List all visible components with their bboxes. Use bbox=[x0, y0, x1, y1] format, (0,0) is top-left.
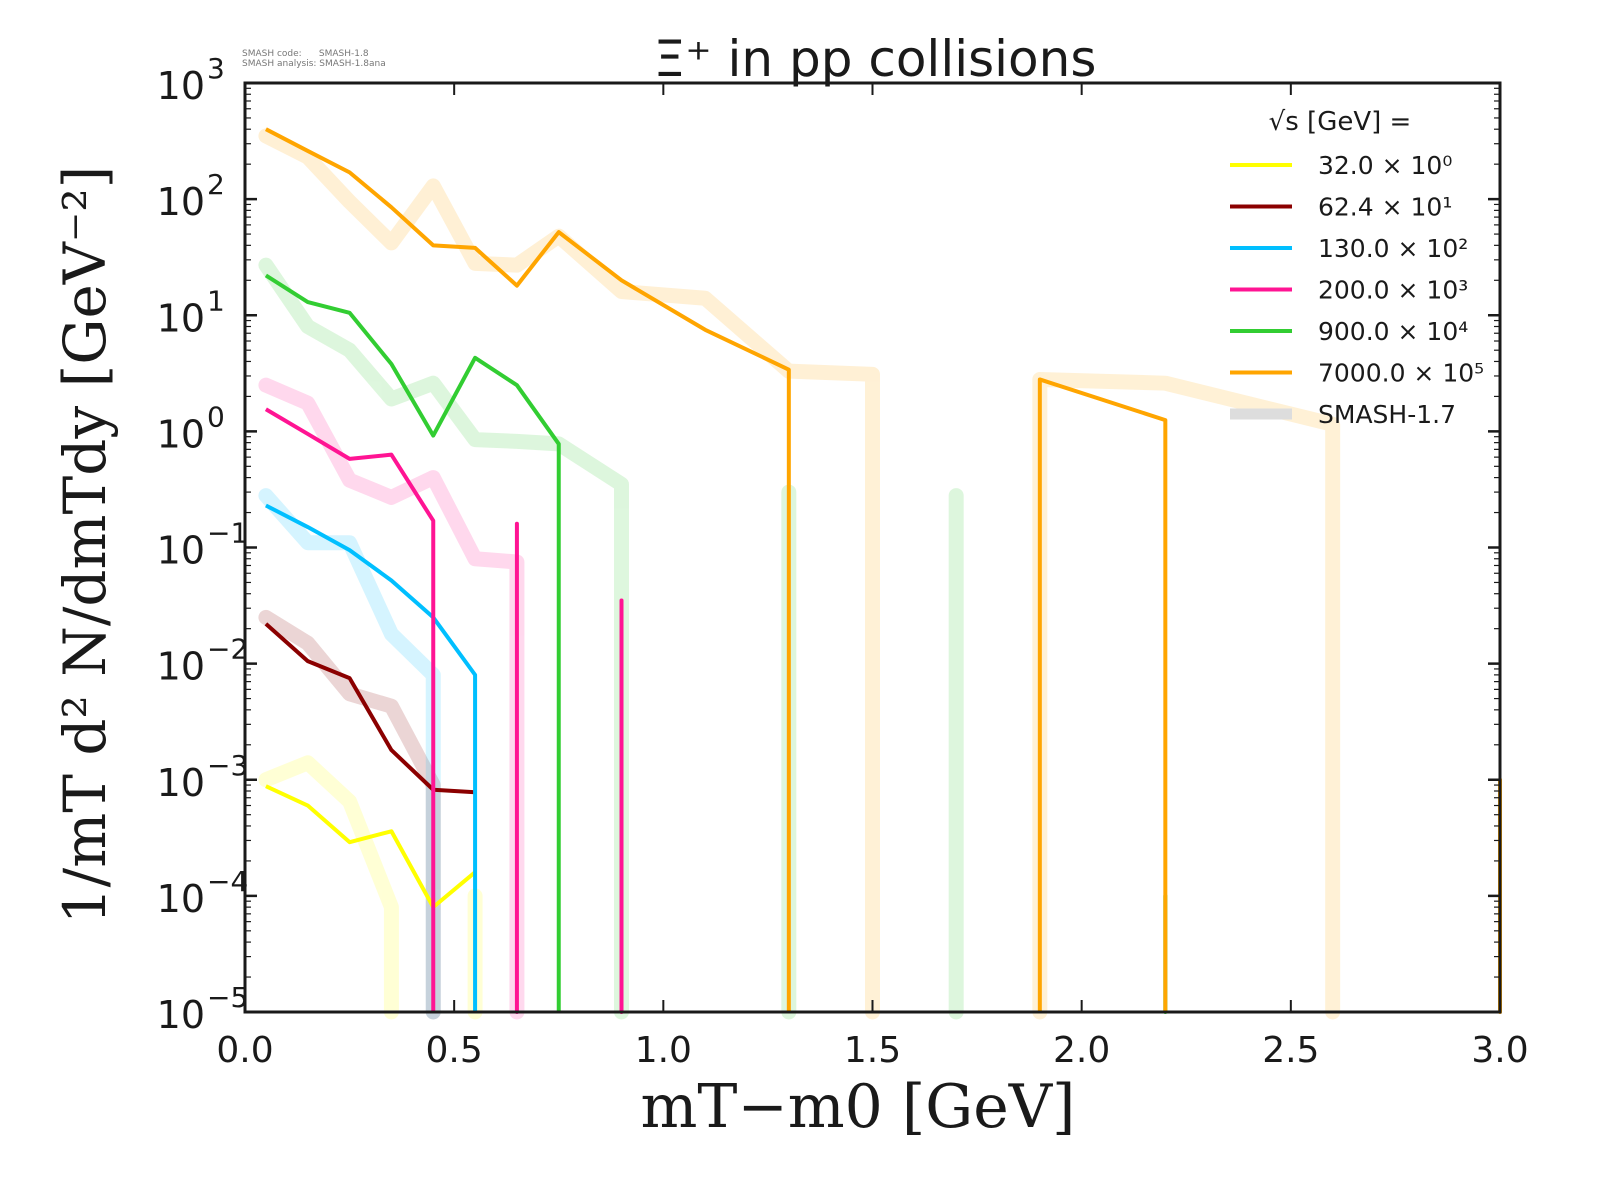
y-tick-exponent: −5 bbox=[207, 981, 248, 1014]
legend-label: 62.4 × 10¹ bbox=[1318, 193, 1452, 222]
x-tick-label: 0.0 bbox=[216, 1030, 273, 1071]
y-tick-label: 10 bbox=[157, 645, 205, 689]
smash-1-7-series-layer bbox=[258, 128, 1341, 1020]
x-tick-label: 0.5 bbox=[426, 1030, 483, 1071]
series-segment bbox=[1037, 377, 1168, 1012]
smash-code-line: SMASH code: SMASH-1.8 bbox=[242, 49, 369, 59]
y-tick-exponent: 2 bbox=[207, 168, 225, 201]
x-axis-label: mT−m0 [GeV] bbox=[641, 1072, 1076, 1142]
x-tick-label: 3.0 bbox=[1471, 1030, 1528, 1071]
series-line bbox=[265, 784, 477, 910]
y-tick-label: 10 bbox=[157, 529, 205, 573]
y-tick-label: 10 bbox=[157, 180, 205, 224]
series-line bbox=[258, 257, 629, 1020]
axis-ticks bbox=[244, 81, 1501, 1014]
series-line bbox=[264, 407, 436, 1012]
y-axis-label: 1/mT d² N/dmTdy [GeV⁻²] bbox=[51, 166, 119, 924]
x-tick-label: 2.0 bbox=[1053, 1030, 1110, 1071]
smash-version-note: SMASH code: SMASH-1.8 SMASH analysis: SM… bbox=[242, 49, 386, 69]
legend-label: 200.0 × 10³ bbox=[1318, 276, 1468, 305]
x-tick-label: 1.0 bbox=[635, 1030, 692, 1071]
y-tick-label: 10 bbox=[157, 761, 205, 805]
legend-label: 130.0 × 10² bbox=[1318, 234, 1468, 263]
y-tick-exponent: 1 bbox=[207, 284, 225, 317]
series-line bbox=[264, 127, 791, 1012]
series-line bbox=[258, 488, 441, 1020]
legend-label: 900.0 × 10⁴ bbox=[1318, 317, 1468, 346]
y-tick-label: 10 bbox=[157, 877, 205, 921]
series-segment bbox=[1032, 371, 1341, 1020]
y-tick-label: 10 bbox=[157, 64, 205, 108]
y-tick-exponent: 3 bbox=[207, 52, 225, 85]
smash-1-8-series-layer bbox=[264, 127, 1502, 1014]
series-line bbox=[258, 755, 399, 1020]
y-tick-exponent: −3 bbox=[207, 749, 248, 782]
legend-label: 32.0 × 10⁰ bbox=[1318, 151, 1452, 180]
y-tick-exponent: 0 bbox=[207, 400, 225, 433]
x-tick-labels: 0.0 0.5 1.0 1.5 2.0 2.5 3.0 bbox=[216, 1030, 1528, 1071]
series-ffa500 bbox=[264, 127, 1502, 1014]
y-tick-exponent: −1 bbox=[207, 517, 248, 550]
y-tick-label: 10 bbox=[157, 296, 205, 340]
chart-title: Ξ⁺ in pp collisions bbox=[654, 30, 1097, 88]
x-tick-label: 2.5 bbox=[1262, 1030, 1319, 1071]
y-tick-exponent: −4 bbox=[207, 865, 248, 898]
y-tick-label: 10 bbox=[157, 993, 205, 1037]
series-line bbox=[264, 622, 476, 795]
y-tick-label: 10 bbox=[157, 412, 205, 456]
legend-label: 7000.0 × 10⁵ bbox=[1318, 359, 1484, 388]
legend-title: √s [GeV] = bbox=[1269, 107, 1412, 137]
smash-analysis-line: SMASH analysis: SMASH-1.8ana bbox=[242, 59, 386, 69]
series-ff1493 bbox=[264, 407, 624, 1014]
legend-label: SMASH-1.7 bbox=[1318, 400, 1456, 429]
legend: √s [GeV] = 32.0 × 10⁰ 62.4 × 10¹ 130.0 × 10… bbox=[1230, 107, 1484, 429]
y-tick-exponent: −2 bbox=[207, 633, 248, 666]
x-tick-label: 1.5 bbox=[844, 1030, 901, 1071]
